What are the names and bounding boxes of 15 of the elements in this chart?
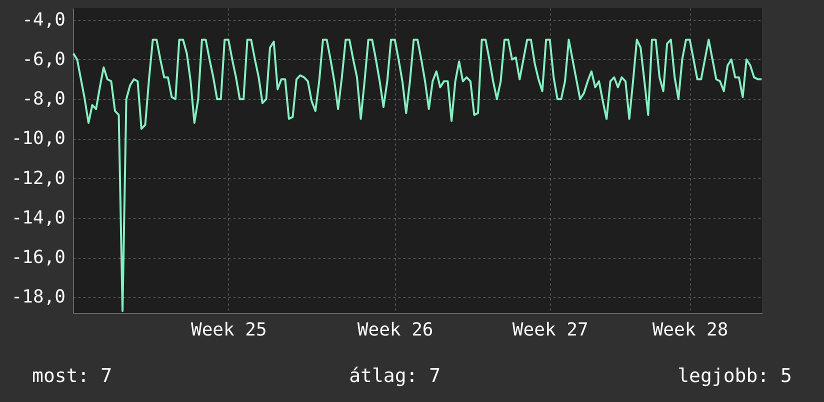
y-tick-label: -18,0 <box>11 286 66 308</box>
text: átlag: 7 <box>349 365 441 387</box>
y-tick-label: -4,0 <box>22 9 66 30</box>
x-tick-label: Week 26 <box>357 320 434 340</box>
x-tick-label: Week 25 <box>190 320 267 340</box>
y-tick-label: -8,0 <box>22 88 66 110</box>
y-tick-label: -16,0 <box>11 247 66 268</box>
y-tick-label: -14,0 <box>11 207 66 228</box>
y-tick-label: -10,0 <box>11 128 66 150</box>
text: most: 7 <box>32 365 112 387</box>
y-tick-label: -12,0 <box>11 168 66 189</box>
x-tick-label: Week 28 <box>652 320 728 340</box>
y-tick-label: -6,0 <box>22 48 66 70</box>
text: legjobb: 5 <box>678 365 792 387</box>
x-tick-label: Week 27 <box>512 320 588 340</box>
